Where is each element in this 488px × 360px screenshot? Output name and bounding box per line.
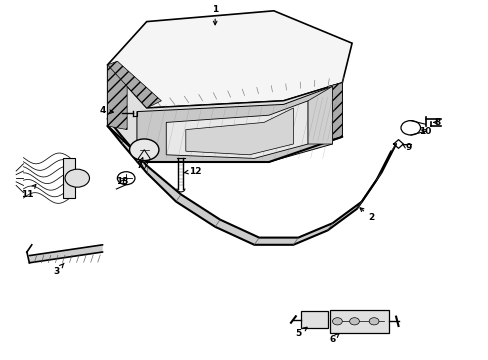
Text: 7: 7 [136, 158, 142, 170]
Circle shape [349, 318, 359, 325]
Bar [300, 311, 327, 328]
Text: 6: 6 [329, 334, 338, 343]
Bar [62, 158, 75, 198]
Text: 2: 2 [359, 208, 374, 222]
Text: 8: 8 [433, 118, 440, 127]
Circle shape [368, 318, 378, 325]
Polygon shape [107, 11, 351, 108]
Polygon shape [29, 245, 102, 263]
Polygon shape [107, 65, 127, 130]
Text: 13: 13 [116, 177, 128, 186]
Polygon shape [166, 101, 307, 158]
Text: 11: 11 [20, 184, 36, 199]
Text: 9: 9 [402, 143, 411, 152]
Polygon shape [107, 119, 395, 245]
Polygon shape [137, 86, 332, 162]
Polygon shape [307, 86, 332, 144]
Bar [329, 310, 388, 333]
Polygon shape [107, 61, 161, 108]
Text: 1: 1 [212, 4, 218, 25]
Circle shape [129, 139, 159, 161]
Polygon shape [185, 108, 293, 155]
Text: 5: 5 [295, 327, 306, 338]
Circle shape [332, 318, 342, 325]
Circle shape [65, 169, 89, 187]
Text: 10: 10 [418, 127, 431, 136]
Text: 12: 12 [183, 166, 202, 175]
Polygon shape [327, 83, 342, 140]
Polygon shape [107, 65, 342, 162]
Text: 3: 3 [53, 263, 64, 276]
Text: 4: 4 [99, 107, 113, 115]
